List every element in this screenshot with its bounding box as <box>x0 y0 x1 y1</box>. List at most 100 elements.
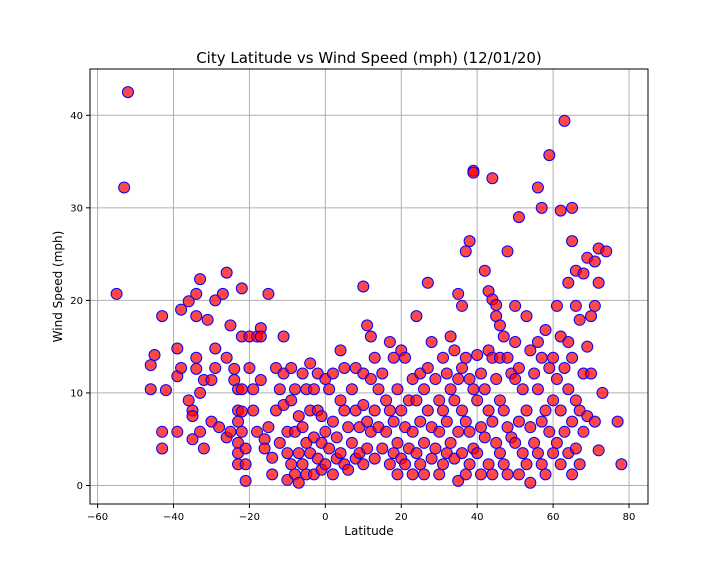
data-point <box>501 421 514 434</box>
data-point <box>467 383 480 396</box>
x-tick-label: −40 <box>163 512 184 523</box>
data-point <box>452 373 465 386</box>
data-point <box>372 383 385 396</box>
data-point <box>326 468 339 481</box>
data-point <box>573 313 586 326</box>
data-point <box>444 383 457 396</box>
data-point <box>323 383 336 396</box>
data-point <box>588 255 601 268</box>
data-point <box>239 442 252 455</box>
data-point <box>387 415 400 428</box>
data-point <box>440 367 453 380</box>
data-point <box>509 373 522 386</box>
data-point <box>288 383 301 396</box>
data-point <box>182 295 195 308</box>
data-point <box>516 447 529 460</box>
data-point <box>205 373 218 386</box>
data-point <box>543 149 556 162</box>
data-point <box>490 299 503 312</box>
data-point <box>292 410 305 423</box>
data-point <box>429 442 442 455</box>
data-point <box>194 386 207 399</box>
data-point <box>482 458 495 471</box>
data-point <box>433 394 446 407</box>
data-point <box>197 442 210 455</box>
data-point <box>592 444 605 457</box>
data-point <box>493 447 506 460</box>
data-point <box>558 361 571 374</box>
data-point <box>444 436 457 449</box>
data-point <box>531 181 544 194</box>
data-point <box>319 425 332 438</box>
data-point <box>569 299 582 312</box>
data-point <box>581 340 594 353</box>
data-point <box>361 415 374 428</box>
data-point <box>285 361 298 374</box>
data-point <box>220 351 233 364</box>
data-point <box>296 421 309 434</box>
data-point <box>528 436 541 449</box>
data-point <box>258 442 271 455</box>
data-point <box>414 458 427 471</box>
data-point <box>456 299 468 312</box>
data-point <box>486 415 499 428</box>
data-point <box>550 299 563 312</box>
y-tick-label: 40 <box>70 111 83 122</box>
data-point <box>171 342 184 355</box>
data-point <box>471 394 484 407</box>
data-point <box>456 447 468 460</box>
data-point <box>190 287 203 300</box>
data-point <box>425 452 438 465</box>
data-point <box>285 394 298 407</box>
x-tick-label: −20 <box>239 512 260 523</box>
axis-ticks: −60 −40 −20 0 20 40 60 80 0 10 20 30 40 <box>70 111 635 523</box>
data-point <box>535 201 548 214</box>
data-point <box>118 181 131 194</box>
data-point <box>399 351 412 364</box>
data-point <box>376 367 389 380</box>
data-point <box>425 336 438 349</box>
y-tick-label: 20 <box>70 296 83 307</box>
data-point <box>588 415 601 428</box>
data-point <box>493 394 506 407</box>
data-point <box>148 348 161 361</box>
data-point <box>319 458 332 471</box>
data-point <box>410 394 423 407</box>
data-point <box>190 351 203 364</box>
data-point <box>437 404 450 417</box>
data-point <box>368 404 381 417</box>
data-point <box>334 394 347 407</box>
data-point <box>292 476 305 489</box>
data-point <box>418 436 431 449</box>
data-point <box>216 287 229 300</box>
data-point <box>577 267 590 280</box>
data-point <box>474 421 487 434</box>
data-point <box>558 114 571 127</box>
data-point <box>273 383 286 396</box>
data-point <box>380 425 393 438</box>
data-point <box>550 373 563 386</box>
data-point <box>296 458 309 471</box>
data-point <box>554 204 567 217</box>
data-point <box>585 367 598 380</box>
data-point <box>490 373 503 386</box>
data-point <box>421 276 434 289</box>
data-point <box>486 468 499 481</box>
data-point <box>110 287 123 300</box>
data-point <box>190 310 203 323</box>
data-point <box>539 404 552 417</box>
data-point <box>357 398 370 411</box>
data-point <box>531 336 544 349</box>
data-point <box>262 287 275 300</box>
data-point <box>437 458 450 471</box>
data-point <box>444 330 457 343</box>
data-point <box>524 421 537 434</box>
data-point <box>493 319 506 332</box>
data-point <box>144 383 157 396</box>
data-point <box>235 425 248 438</box>
data-point <box>421 361 434 374</box>
data-point <box>410 310 423 323</box>
data-point <box>577 425 590 438</box>
data-point <box>611 415 624 428</box>
